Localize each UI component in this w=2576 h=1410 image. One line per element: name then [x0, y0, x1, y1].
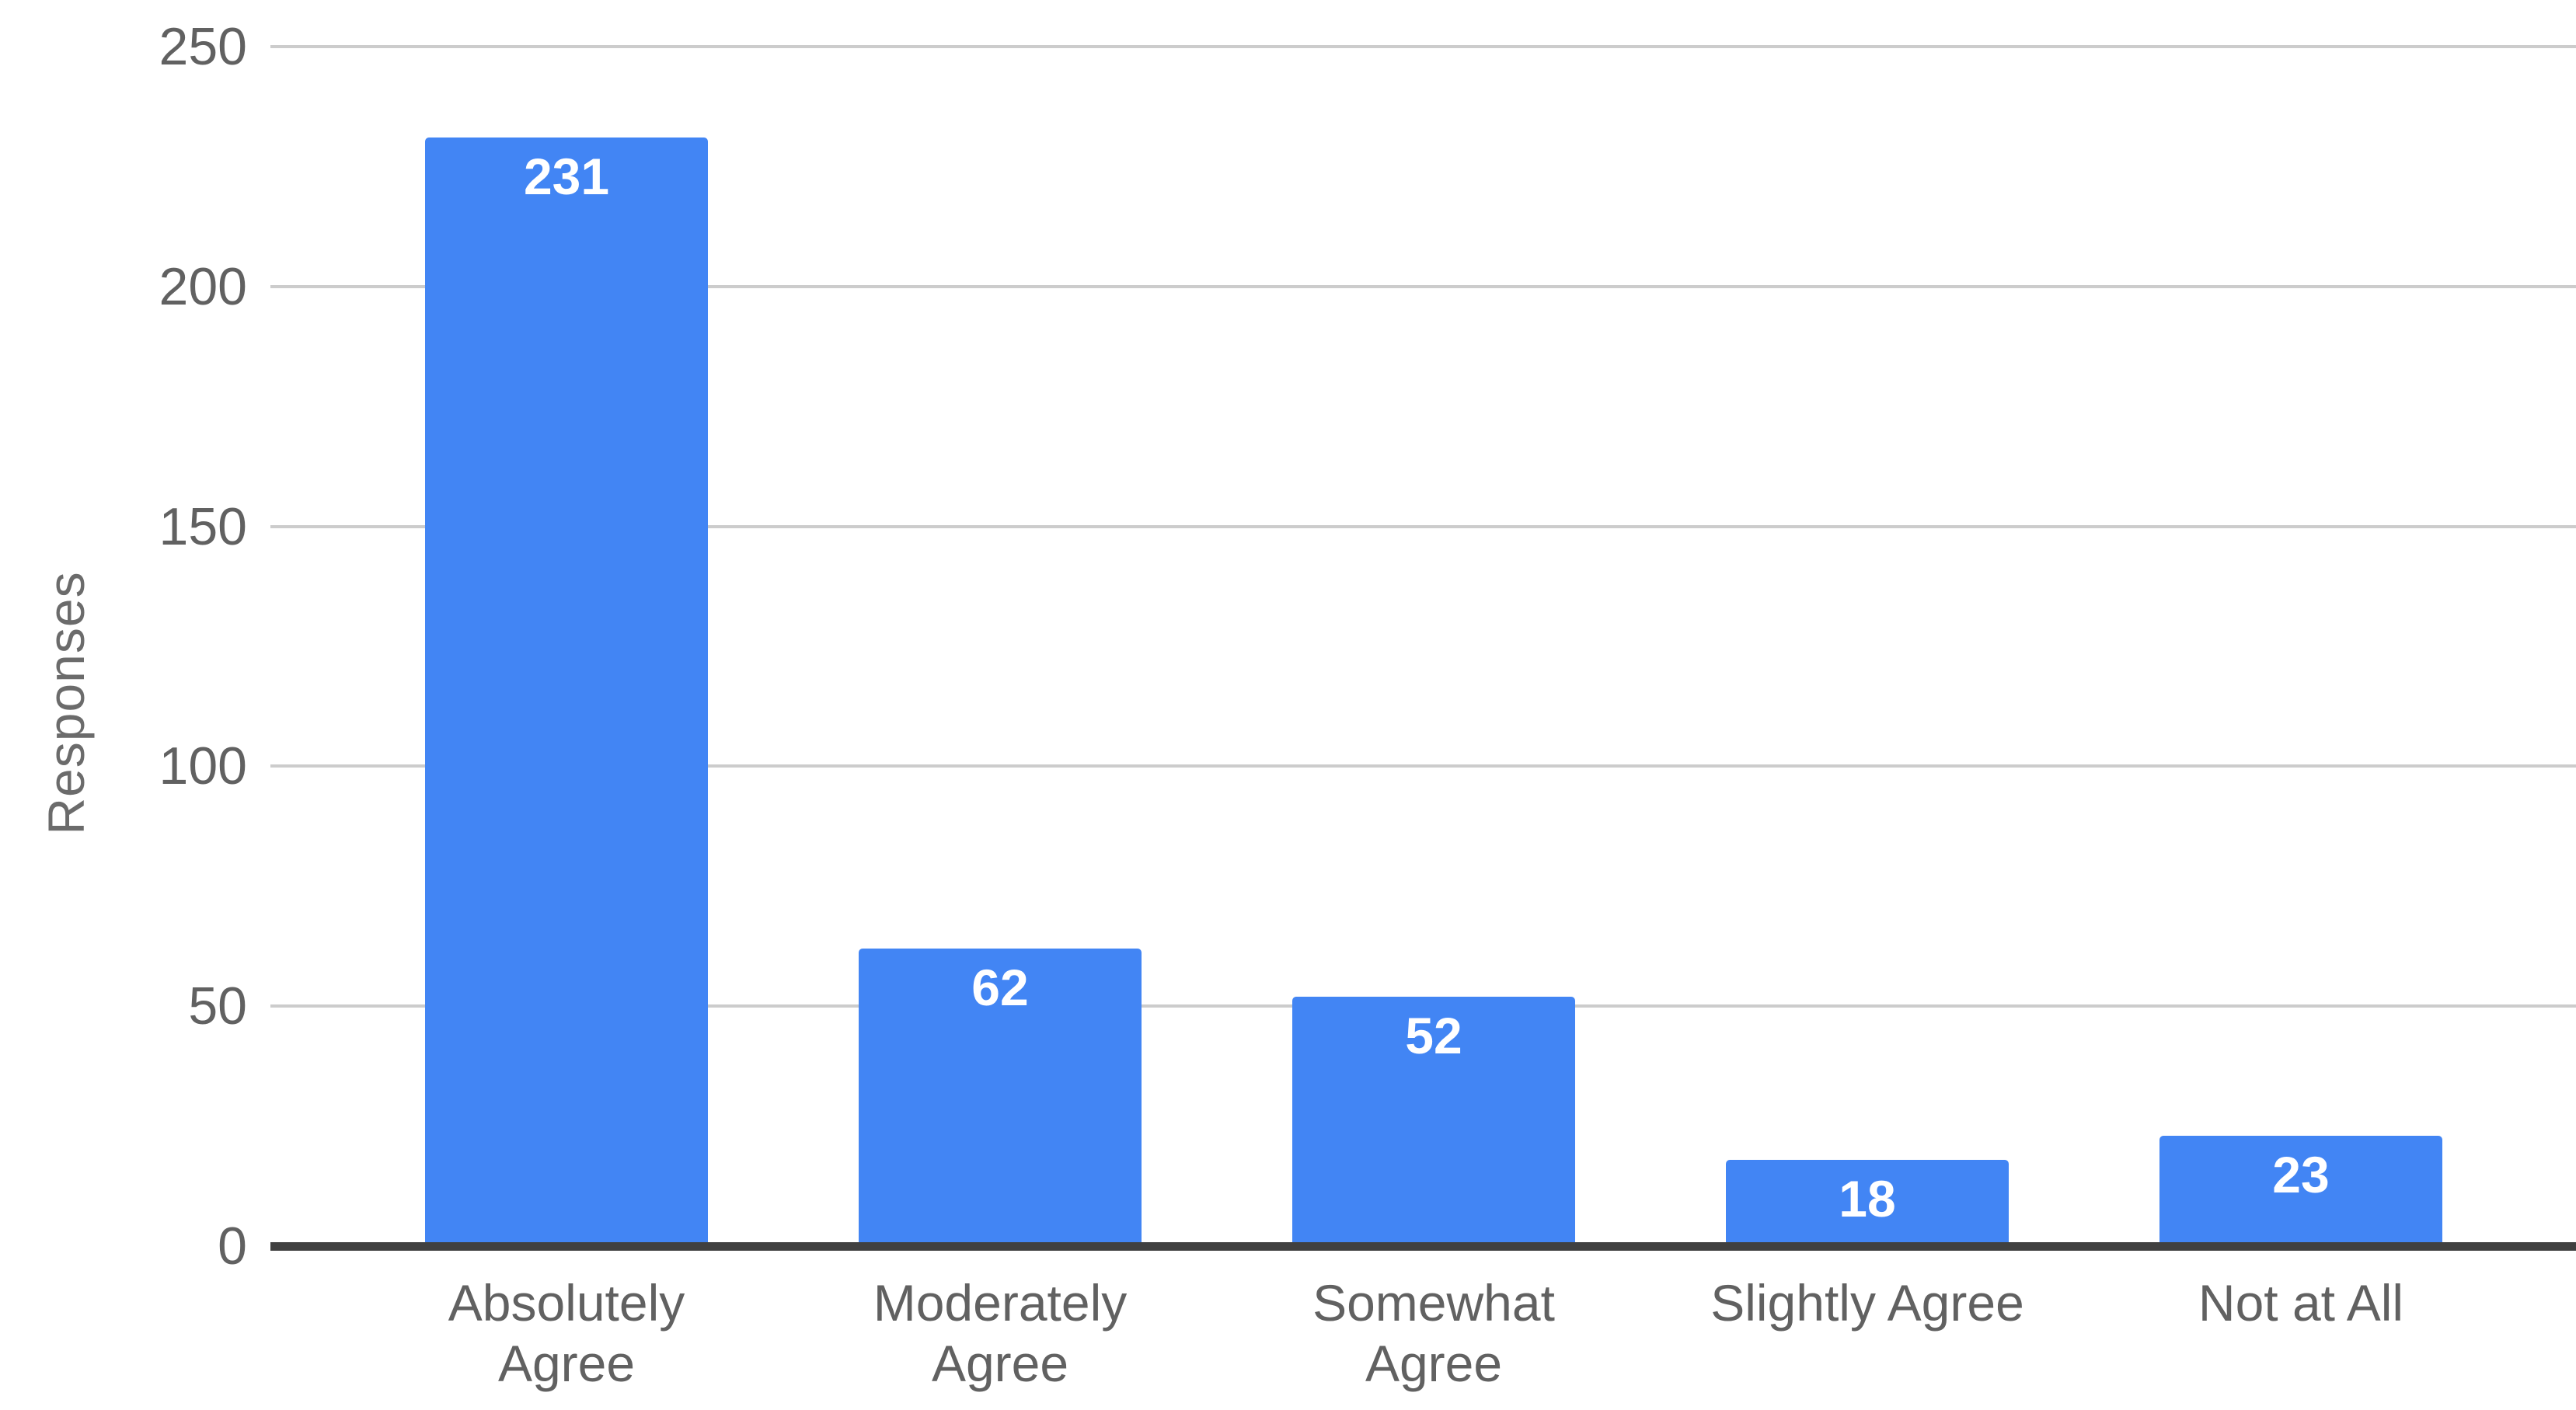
gridline-100: [270, 764, 2576, 768]
bar-value-label: 231: [523, 148, 610, 205]
bar-value-label: 62: [971, 959, 1029, 1016]
y-tick-label: 250: [159, 17, 247, 76]
bar: 62: [859, 949, 1142, 1246]
y-tick-label: 100: [159, 736, 247, 796]
y-tick-label: 0: [218, 1217, 247, 1276]
bar-value-label: 23: [2272, 1146, 2330, 1203]
x-category-label: Somewhat Agree: [1312, 1274, 1555, 1392]
bar-value-label: 18: [1839, 1170, 1896, 1227]
bar: 231: [425, 138, 708, 1246]
gridline-250: [270, 45, 2576, 48]
y-tick-label: 50: [188, 977, 247, 1036]
x-category-label: Moderately Agree: [873, 1274, 1128, 1392]
bar-value-label: 52: [1405, 1007, 1462, 1064]
bar: 52: [1292, 997, 1575, 1246]
bar: 23: [2159, 1136, 2442, 1246]
x-axis-line: [270, 1242, 2576, 1251]
x-category-label: Not at All: [2198, 1274, 2404, 1332]
y-tick-label: 150: [159, 496, 247, 556]
x-category-label: Absolutely Agree: [448, 1274, 685, 1392]
x-category-label: Slightly Agree: [1710, 1274, 2024, 1332]
gridline-200: [270, 284, 2576, 288]
y-tick-label: 200: [159, 256, 247, 316]
bar: 18: [1726, 1160, 2009, 1246]
gridline-150: [270, 524, 2576, 528]
